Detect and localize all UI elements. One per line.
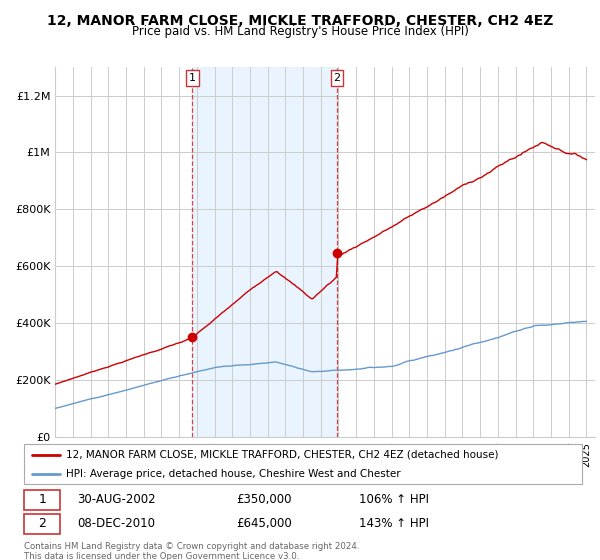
Text: 143% ↑ HPI: 143% ↑ HPI	[359, 517, 429, 530]
Text: 1: 1	[189, 73, 196, 83]
Bar	[193, 67, 337, 437]
Text: 2: 2	[38, 517, 46, 530]
Bar	[24, 514, 60, 534]
Text: 30-AUG-2002: 30-AUG-2002	[77, 493, 155, 506]
Text: £645,000: £645,000	[236, 517, 292, 530]
Text: 1: 1	[38, 493, 46, 506]
Text: 2: 2	[334, 73, 341, 83]
Bar	[24, 489, 60, 510]
Text: 12, MANOR FARM CLOSE, MICKLE TRAFFORD, CHESTER, CH2 4EZ (detached house): 12, MANOR FARM CLOSE, MICKLE TRAFFORD, C…	[66, 450, 499, 460]
Text: 12, MANOR FARM CLOSE, MICKLE TRAFFORD, CHESTER, CH2 4EZ: 12, MANOR FARM CLOSE, MICKLE TRAFFORD, C…	[47, 14, 553, 28]
Text: Price paid vs. HM Land Registry's House Price Index (HPI): Price paid vs. HM Land Registry's House …	[131, 25, 469, 38]
Text: HPI: Average price, detached house, Cheshire West and Chester: HPI: Average price, detached house, Ches…	[66, 469, 400, 479]
Text: 106% ↑ HPI: 106% ↑ HPI	[359, 493, 429, 506]
Text: £350,000: £350,000	[236, 493, 292, 506]
Text: Contains HM Land Registry data © Crown copyright and database right 2024.
This d: Contains HM Land Registry data © Crown c…	[24, 542, 359, 560]
Text: 08-DEC-2010: 08-DEC-2010	[77, 517, 155, 530]
